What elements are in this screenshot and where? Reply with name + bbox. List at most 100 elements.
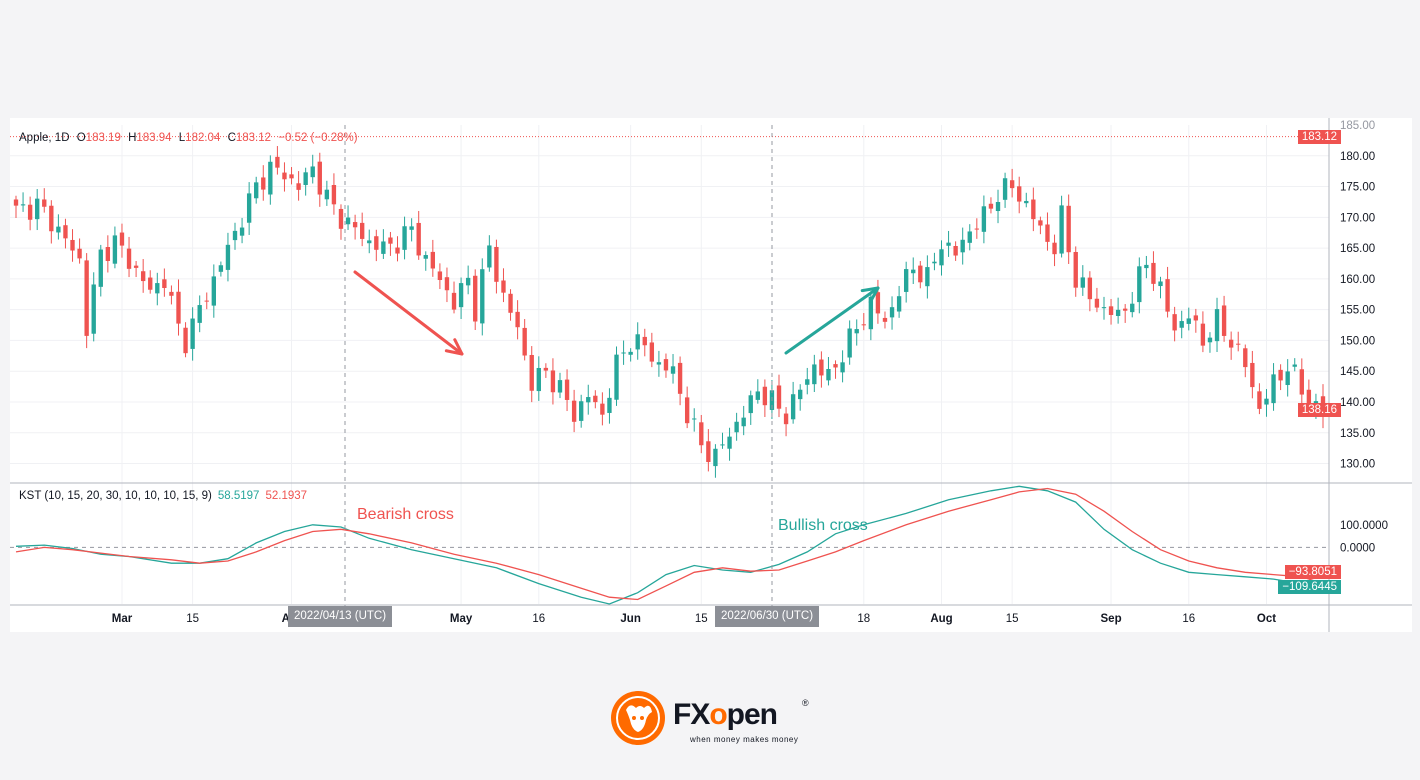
crosshair-date-tag-1: 2022/04/13 (UTC) — [288, 606, 393, 627]
candle — [218, 261, 224, 277]
candle — [1285, 359, 1290, 397]
candle — [932, 252, 937, 271]
kst-price-tag: −109.6445 — [1278, 580, 1341, 594]
candle — [1031, 187, 1036, 232]
candle-body — [783, 413, 789, 425]
candle — [826, 357, 831, 386]
time-axis-label: Jun — [620, 613, 640, 625]
candle — [49, 200, 54, 244]
candle — [169, 285, 174, 305]
candle-body — [974, 228, 979, 230]
candle-body — [918, 265, 923, 283]
candle — [451, 281, 457, 314]
candle-body — [720, 444, 725, 446]
candle-body — [1038, 220, 1043, 226]
candle — [303, 167, 308, 196]
candle — [1080, 265, 1085, 296]
close-label: C — [227, 132, 236, 144]
candle-body — [480, 269, 485, 324]
kst-line — [15, 485, 1324, 605]
candle — [1087, 271, 1093, 312]
time-axis-label: Sep — [1101, 613, 1122, 625]
candle-body — [550, 370, 556, 393]
candle — [720, 432, 725, 449]
candle-body — [190, 318, 195, 349]
candle — [1214, 297, 1220, 353]
candle — [713, 444, 718, 478]
candle — [621, 340, 626, 365]
candle — [663, 353, 669, 378]
candle-body — [677, 362, 683, 394]
candle-body — [628, 351, 633, 355]
candle-body — [98, 249, 103, 287]
candle-body — [614, 354, 619, 400]
candle — [670, 354, 676, 384]
candle-body — [663, 359, 669, 371]
candle-body — [416, 222, 421, 256]
candle-body — [1278, 369, 1283, 381]
candle — [727, 427, 732, 461]
candle — [13, 195, 19, 218]
candle — [1108, 298, 1114, 325]
candle — [699, 414, 704, 454]
candle — [437, 263, 443, 290]
candle — [1115, 297, 1121, 324]
candle-body — [112, 235, 118, 264]
candle-body — [126, 248, 132, 269]
candle-body — [699, 422, 704, 446]
candle — [762, 379, 768, 418]
candle-body — [571, 400, 577, 422]
candle — [402, 216, 407, 260]
candle-body — [684, 397, 690, 424]
candle-body — [1052, 242, 1057, 255]
price-axis-label: 145.00 — [1340, 366, 1375, 378]
current-price-tag: 138.16 — [1297, 403, 1341, 417]
candle — [642, 328, 647, 357]
candle — [296, 171, 301, 201]
candle — [42, 188, 47, 213]
candle — [140, 259, 146, 293]
candle — [1045, 212, 1050, 251]
candle — [254, 176, 259, 204]
candle — [579, 394, 584, 428]
candle — [395, 236, 400, 262]
candle-body — [91, 284, 96, 334]
candle-body — [35, 198, 40, 220]
candle — [571, 389, 577, 433]
close-value: 183.12 — [235, 132, 272, 144]
candle-body — [748, 395, 753, 414]
candle-body — [13, 199, 19, 206]
price-axis-label: 155.00 — [1340, 305, 1375, 317]
candle — [953, 241, 958, 261]
candle — [967, 224, 972, 251]
candle-body — [790, 394, 796, 420]
bullish-arrow — [784, 286, 880, 355]
candle-body — [352, 222, 358, 228]
candle-body — [409, 226, 414, 230]
candle-body — [395, 247, 400, 254]
candle-body — [225, 244, 231, 270]
candle — [204, 292, 209, 310]
candle-body — [1250, 362, 1255, 388]
candle — [345, 205, 351, 230]
price-axis-label: 135.00 — [1340, 428, 1375, 440]
candle-body — [331, 185, 337, 205]
candle-body — [586, 397, 591, 403]
kst-value: 58.5197 — [217, 490, 260, 502]
candlestick-chart[interactable]: 130.00135.00140.00145.00150.00155.00160.… — [0, 0, 1420, 640]
candle — [550, 358, 556, 405]
candle-body — [345, 217, 351, 225]
candle — [776, 374, 782, 418]
candle — [133, 261, 139, 278]
time-axis-label: 16 — [532, 613, 545, 625]
open-label: O — [76, 132, 86, 144]
candle-body — [840, 362, 845, 373]
candle — [981, 195, 987, 244]
price-axis-label: 175.00 — [1340, 182, 1375, 194]
candle — [465, 265, 471, 295]
candle-body — [1002, 178, 1008, 200]
candle-body — [63, 225, 68, 239]
time-axis-label: 18 — [857, 613, 870, 625]
candle-body — [1115, 309, 1121, 316]
candle-body — [1292, 364, 1297, 367]
